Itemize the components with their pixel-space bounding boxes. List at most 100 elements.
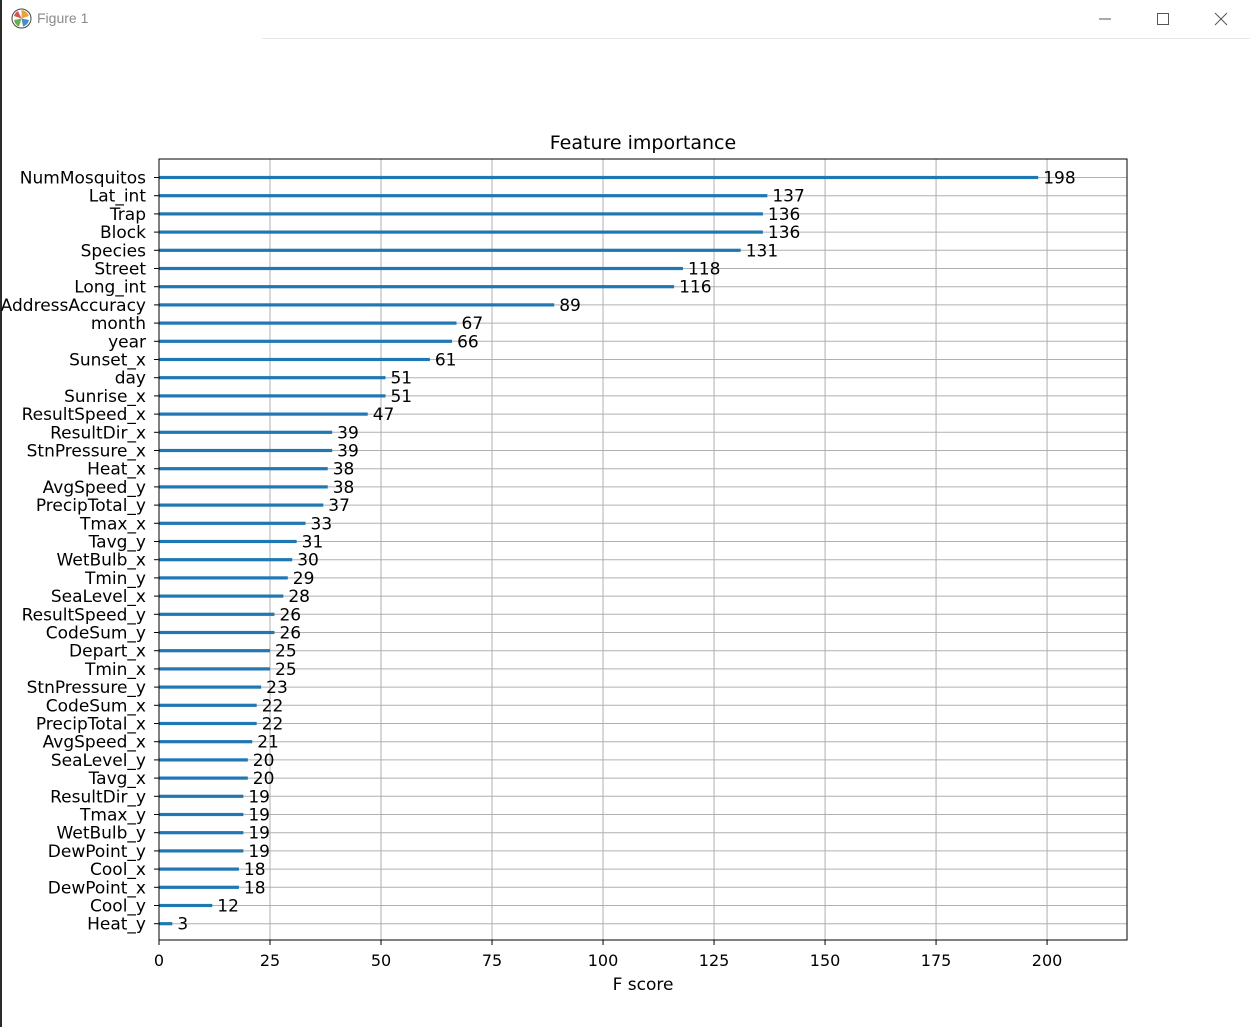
bar xyxy=(159,849,244,853)
bar xyxy=(159,448,333,453)
y-tick-label: AvgSpeed_y xyxy=(43,478,146,498)
bar-value-label: 21 xyxy=(257,733,279,753)
y-tick-label: Trap xyxy=(109,205,146,225)
bar xyxy=(159,430,333,434)
bar-value-label: 19 xyxy=(248,806,270,826)
bar xyxy=(159,630,275,635)
y-tick-label: Cool_y xyxy=(90,897,146,917)
bar xyxy=(159,521,306,525)
x-tick-label: 150 xyxy=(810,951,841,970)
bar-value-label: 38 xyxy=(333,478,355,498)
y-tick-label: Lat_int xyxy=(89,187,147,207)
maximize-button[interactable] xyxy=(1134,0,1192,38)
bar-value-label: 18 xyxy=(244,878,266,898)
bar xyxy=(159,831,244,835)
bar xyxy=(159,394,386,398)
bar xyxy=(159,285,675,289)
bar-value-label: 19 xyxy=(248,824,270,844)
y-tick-label: Tavg_y xyxy=(88,533,146,553)
bar-value-label: 30 xyxy=(297,551,319,571)
bar-value-label: 137 xyxy=(772,187,804,207)
bar-value-label: 66 xyxy=(457,332,479,352)
y-tick-label: DewPoint_x xyxy=(48,878,146,898)
bar-value-label: 19 xyxy=(248,842,270,862)
minimize-button[interactable] xyxy=(1076,0,1134,38)
bar-value-label: 118 xyxy=(688,260,720,280)
bar xyxy=(159,339,453,343)
bar xyxy=(159,721,257,726)
value-label-layer: 1981371361361311181168967666151514739393… xyxy=(177,169,1075,935)
y-tick-label: CodeSum_y xyxy=(46,624,146,644)
y-tick-label: Tavg_x xyxy=(88,769,146,789)
bar-value-label: 37 xyxy=(328,496,350,516)
x-tick-label: 125 xyxy=(699,951,730,970)
window-left-edge xyxy=(0,0,2,1027)
y-tick-label: Tmax_y xyxy=(79,806,146,826)
y-tick-label: Tmin_y xyxy=(84,569,146,589)
bar xyxy=(159,685,262,689)
bar xyxy=(159,357,430,362)
y-tick-label: NumMosquitos xyxy=(20,169,146,189)
bar xyxy=(159,594,284,598)
window-title: Figure 1 xyxy=(37,10,89,26)
bar xyxy=(159,212,763,216)
close-icon xyxy=(1214,12,1228,26)
y-tick-label: ResultDir_x xyxy=(50,423,146,443)
x-axis-label: F score xyxy=(613,975,674,995)
bar xyxy=(159,485,328,489)
plot-frame xyxy=(158,158,1128,941)
y-tick-label: WetBulb_x xyxy=(57,551,146,571)
y-tick-label: Sunrise_x xyxy=(64,387,146,407)
bar-value-label: 38 xyxy=(333,460,355,480)
x-tick-label: 0 xyxy=(154,951,164,970)
bar-value-label: 136 xyxy=(768,205,800,225)
y-tick-label: StnPressure_y xyxy=(27,678,146,698)
y-tick-label: day xyxy=(115,369,146,389)
bar xyxy=(159,230,763,234)
y-tick-label: AddressAccuracy xyxy=(1,296,146,316)
bar xyxy=(159,576,288,580)
bar-value-label: 12 xyxy=(217,897,239,917)
bar xyxy=(159,649,271,653)
y-tick-label: PrecipTotal_y xyxy=(36,496,146,516)
bar-value-label: 22 xyxy=(262,696,284,716)
bar-value-label: 26 xyxy=(279,605,301,625)
y-tick-label: Heat_y xyxy=(87,915,146,935)
y-tick-label: Heat_x xyxy=(87,460,146,480)
y-tick-label: StnPressure_x xyxy=(27,442,146,462)
bar xyxy=(159,303,555,307)
close-button[interactable] xyxy=(1192,0,1250,38)
bar-value-label: 23 xyxy=(266,678,288,698)
bar-value-label: 39 xyxy=(337,423,359,443)
bar-value-label: 28 xyxy=(288,587,310,607)
bar xyxy=(159,194,768,198)
bar xyxy=(159,558,293,562)
x-tick-label: 100 xyxy=(588,951,619,970)
bar xyxy=(159,467,328,471)
x-tick-label: 50 xyxy=(371,951,391,970)
y-tick-layer: NumMosquitosLat_intTrapBlockSpeciesStree… xyxy=(1,169,159,935)
bar xyxy=(159,412,368,416)
bar xyxy=(159,321,457,325)
x-tick-label: 75 xyxy=(482,951,502,970)
bar-value-label: 136 xyxy=(768,223,800,243)
bar-value-label: 22 xyxy=(262,715,284,735)
bar-value-label: 31 xyxy=(302,533,324,553)
bar xyxy=(159,175,1039,180)
bar xyxy=(159,794,244,798)
bar-value-label: 20 xyxy=(253,769,275,789)
y-tick-label: ResultSpeed_x xyxy=(22,405,146,425)
x-tick-layer: 0 25 50 75 100 125 150 175 200 xyxy=(154,940,1062,970)
bar xyxy=(159,903,213,908)
bar-value-label: 47 xyxy=(373,405,395,425)
y-tick-label: SeaLevel_y xyxy=(51,751,146,771)
titlebar-divider xyxy=(262,38,1250,39)
window-titlebar: Figure 1 xyxy=(0,0,1250,38)
y-tick-label: WetBulb_y xyxy=(57,824,146,844)
y-tick-label: month xyxy=(91,314,146,334)
bar-value-label: 51 xyxy=(390,387,412,407)
y-tick-label: Block xyxy=(100,223,146,243)
bar xyxy=(159,740,253,744)
x-tick-label: 175 xyxy=(921,951,952,970)
